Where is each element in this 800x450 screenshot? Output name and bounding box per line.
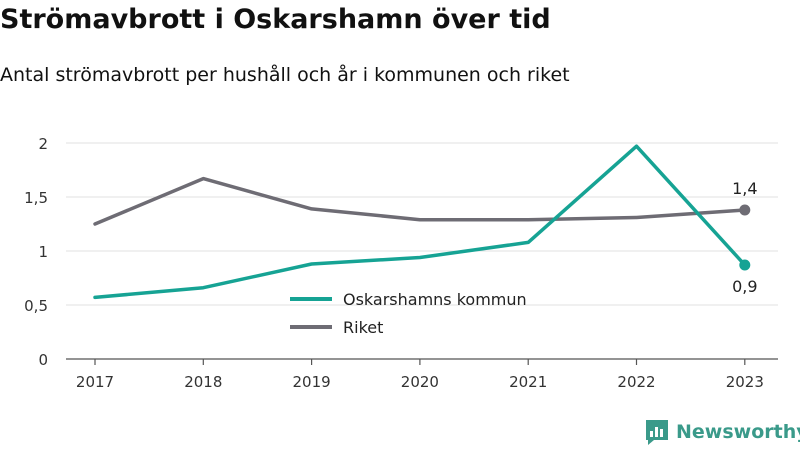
x-tick-label: 2022 <box>617 373 655 391</box>
x-tick-label: 2020 <box>401 373 439 391</box>
y-tick-label: 1,5 <box>24 189 48 207</box>
newsworthy-logo-icon <box>646 420 668 445</box>
y-tick-label: 1 <box>38 243 48 261</box>
y-tick-label: 0,5 <box>24 297 48 315</box>
series-endpoint <box>739 204 751 216</box>
chart-title: Strömavbrott i Oskarshamn över tid <box>0 4 551 35</box>
series-line <box>93 176 747 226</box>
chart-subtitle: Antal strömavbrott per hushåll och år i … <box>0 64 570 86</box>
legend-label: Oskarshamns kommun <box>343 290 527 309</box>
series-endpoint <box>739 259 751 271</box>
series-line <box>93 144 747 300</box>
brand-name: Newsworthy <box>676 421 800 443</box>
legend-label: Riket <box>343 318 383 337</box>
x-tick-label: 2023 <box>726 373 764 391</box>
y-tick-label: 2 <box>38 135 48 153</box>
end-value-label: 1,4 <box>732 179 757 198</box>
x-tick-label: 2018 <box>184 373 222 391</box>
x-tick-label: 2017 <box>76 373 114 391</box>
x-tick-label: 2019 <box>293 373 331 391</box>
y-tick-label: 0 <box>38 351 48 369</box>
end-value-label: 0,9 <box>732 277 757 296</box>
x-tick-label: 2021 <box>509 373 547 391</box>
brand-logo: Newsworthy <box>644 418 800 446</box>
